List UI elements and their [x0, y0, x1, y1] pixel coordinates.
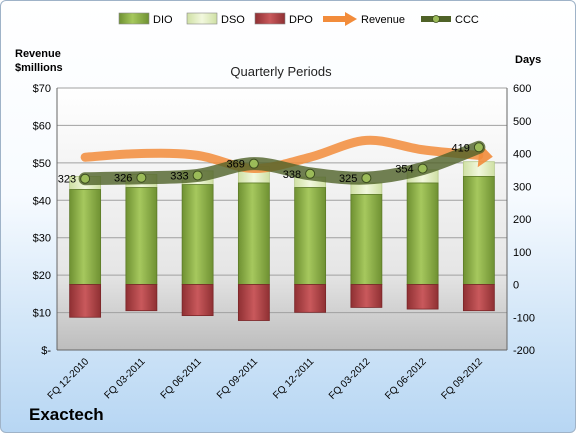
bar-dpo: [237, 284, 270, 321]
bar-dio: [237, 182, 270, 285]
ccc-point: [136, 172, 147, 183]
right-tick-label: 500: [513, 116, 531, 128]
legend-arrow-revenue: [345, 12, 357, 26]
category-label: FQ 06-2012: [383, 356, 429, 402]
left-tick-label: $50: [33, 158, 51, 170]
legend-swatch-dio: [118, 12, 150, 25]
left-tick-label: $70: [33, 83, 51, 95]
bar-dpo: [125, 284, 158, 312]
right-axis-title: Days: [515, 54, 541, 66]
bar-dio: [181, 184, 214, 285]
legend-swatch-dso: [186, 12, 218, 25]
bar-dio: [294, 187, 327, 285]
legend: DIO DSO DPO Revenue CCC: [118, 12, 479, 26]
right-tick-label: 0: [513, 280, 519, 292]
bar-dio: [406, 182, 439, 285]
legend-label-ccc: CCC: [455, 14, 479, 26]
ccc-label: 354: [395, 164, 413, 176]
left-tick-label: $20: [33, 270, 51, 282]
right-tick-label: -200: [513, 345, 535, 357]
ccc-point: [417, 163, 428, 174]
right-tick-label: -100: [513, 312, 535, 324]
right-tick-label: 400: [513, 149, 531, 161]
ccc-point: [80, 173, 91, 184]
left-axis-title-line2: $millions: [15, 62, 63, 74]
ccc-label: 338: [283, 169, 301, 181]
ccc-label: 326: [114, 173, 132, 185]
ccc-label: 369: [227, 159, 245, 171]
right-tick-label: 100: [513, 247, 531, 259]
lines: 323 326 333 369 338 325 354 419: [58, 135, 493, 186]
category-label: FQ 09-2011: [215, 356, 260, 401]
ccc-point: [248, 158, 259, 169]
ccc-label: 419: [452, 142, 470, 154]
ccc-point: [361, 173, 372, 184]
ccc-point: [192, 170, 203, 181]
bar-dpo: [181, 284, 214, 317]
bar-dio: [125, 187, 158, 285]
ccc-point: [305, 168, 316, 179]
bar-dpo: [406, 284, 439, 310]
ccc-point: [473, 142, 484, 153]
category-label: FQ 06-2011: [159, 356, 204, 401]
right-tick-label: 300: [513, 181, 531, 193]
left-tick-label: $30: [33, 233, 51, 245]
legend-label-revenue: Revenue: [361, 14, 405, 26]
category-label: FQ 03-2011: [103, 356, 148, 401]
right-tick-label: 600: [513, 83, 531, 95]
bar-dpo: [294, 284, 327, 313]
category-label: FQ 12-2011: [271, 356, 316, 401]
plot-area: [57, 88, 507, 350]
left-tick-label: $10: [33, 308, 51, 320]
bar-dio: [350, 194, 383, 285]
ccc-label: 333: [170, 170, 188, 182]
bar-dpo: [350, 284, 383, 308]
ccc-label: 323: [58, 174, 76, 186]
company-name: Exactech: [29, 405, 104, 424]
bar-dpo: [69, 284, 102, 318]
bar-dio: [462, 176, 495, 285]
left-axis-title-line1: Revenue: [15, 48, 61, 60]
legend-swatch-dpo: [254, 12, 286, 25]
legend-label-dpo: DPO: [289, 14, 313, 26]
category-label: FQ 12-2010: [46, 356, 92, 402]
category-label: FQ 03-2012: [327, 356, 373, 402]
legend-label-dso: DSO: [221, 14, 245, 26]
left-tick-label: $-: [41, 345, 51, 357]
bar-dio: [69, 189, 102, 285]
ccc-label: 325: [339, 173, 357, 185]
left-tick-label: $40: [33, 195, 51, 207]
category-label: FQ 09-2012: [439, 356, 485, 402]
legend-marker-ccc: [432, 15, 440, 23]
right-tick-label: 200: [513, 214, 531, 226]
bar-dpo: [462, 284, 495, 312]
left-tick-label: $60: [33, 120, 51, 132]
chart-title: Quarterly Periods: [230, 64, 332, 79]
legend-label-dio: DIO: [153, 14, 173, 26]
